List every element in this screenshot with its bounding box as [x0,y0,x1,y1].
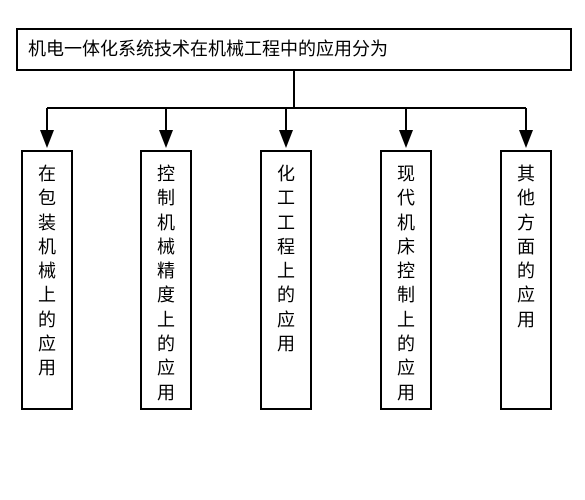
child-char: 上 [157,308,175,332]
child-char: 代 [397,186,415,210]
child-char: 方 [517,211,535,235]
child-char: 化 [277,162,295,186]
child-char: 应 [397,356,415,380]
child-char: 度 [157,283,175,307]
child-char: 的 [38,308,56,332]
child-char: 机 [397,211,415,235]
child-char: 应 [517,283,535,307]
child-char: 制 [157,186,175,210]
child-node: 其他方面的应用 [500,150,552,410]
child-char: 精 [157,259,175,283]
child-char: 用 [38,356,56,380]
child-char: 应 [157,356,175,380]
child-char: 械 [157,235,175,259]
child-char: 其 [517,162,535,186]
child-char: 机 [157,211,175,235]
child-char: 现 [397,162,415,186]
child-char: 工 [277,186,295,210]
child-char: 械 [38,259,56,283]
child-char: 的 [277,283,295,307]
child-char: 机 [38,235,56,259]
root-label: 机电一体化系统技术在机械工程中的应用分为 [28,39,388,59]
child-char: 他 [517,186,535,210]
child-node: 在包装机械上的应用 [21,150,73,410]
child-node: 现代机床控制上的应用 [380,150,432,410]
child-node: 化工工程上的应用 [260,150,312,410]
child-char: 用 [397,381,415,405]
child-char: 制 [397,283,415,307]
root-node: 机电一体化系统技术在机械工程中的应用分为 [16,28,572,71]
child-char: 包 [38,186,56,210]
child-char: 控 [157,162,175,186]
child-char: 装 [38,211,56,235]
child-char: 工 [277,211,295,235]
child-char: 的 [397,332,415,356]
child-char: 程 [277,235,295,259]
child-char: 控 [397,259,415,283]
child-char: 床 [397,235,415,259]
child-char: 在 [38,162,56,186]
child-char: 上 [38,283,56,307]
child-char: 应 [277,308,295,332]
child-char: 的 [517,259,535,283]
child-char: 的 [157,332,175,356]
child-char: 用 [277,332,295,356]
child-char: 面 [517,235,535,259]
child-node: 控制机械精度上的应用 [140,150,192,410]
child-char: 用 [157,381,175,405]
child-char: 上 [277,259,295,283]
child-char: 用 [517,308,535,332]
child-char: 应 [38,332,56,356]
child-char: 上 [397,308,415,332]
